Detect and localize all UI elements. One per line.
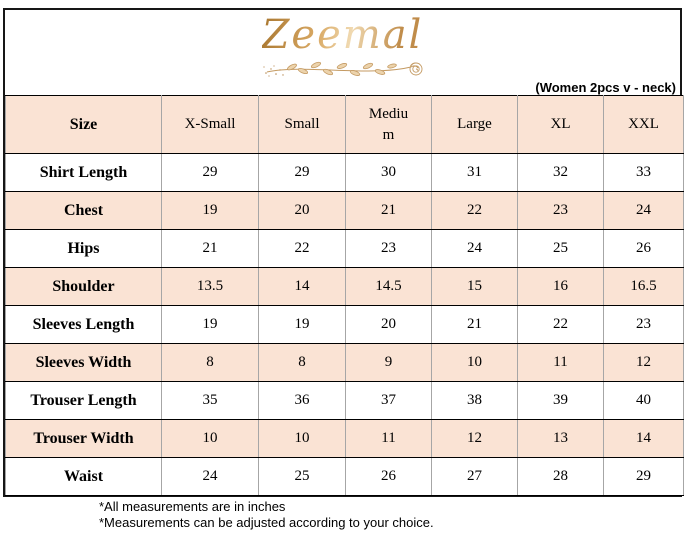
cell: 16 — [517, 267, 604, 306]
cell: 12 — [603, 343, 684, 382]
cell: 20 — [258, 191, 346, 230]
table-row: Sleeves Width 8 8 9 10 11 12 — [5, 343, 684, 382]
column-header-xl: XL — [517, 95, 604, 154]
column-header-medium-label: Medium — [368, 106, 409, 143]
cell: 36 — [258, 381, 346, 420]
cell: 26 — [345, 457, 432, 496]
size-chart-frame: Zeemal — [3, 8, 684, 497]
row-label: Hips — [5, 229, 162, 268]
cell: 19 — [258, 305, 346, 344]
cell: 24 — [431, 229, 518, 268]
cell: 10 — [431, 343, 518, 382]
cell: 19 — [161, 191, 259, 230]
cell: 22 — [431, 191, 518, 230]
row-label: Sleeves Width — [5, 343, 162, 382]
cell: 10 — [161, 419, 259, 458]
cell: 23 — [517, 191, 604, 230]
row-label: Trouser Length — [5, 381, 162, 420]
cell: 8 — [258, 343, 346, 382]
column-header-large: Large — [431, 95, 518, 154]
table-row: Hips 21 22 23 24 25 26 — [5, 229, 684, 268]
cell: 25 — [517, 229, 604, 268]
cell: 22 — [258, 229, 346, 268]
cell: 24 — [161, 457, 259, 496]
row-label: Shirt Length — [5, 153, 162, 192]
row-label: Sleeves Length — [5, 305, 162, 344]
cell: 19 — [161, 305, 259, 344]
cell: 37 — [345, 381, 432, 420]
chart-subtitle: (Women 2pcs v - neck) — [535, 80, 676, 95]
table-row: Shoulder 13.5 14 14.5 15 16 16.5 — [5, 267, 684, 306]
row-label: Chest — [5, 191, 162, 230]
floral-branch-icon — [262, 61, 422, 77]
table-row: Trouser Width 10 10 11 12 13 14 — [5, 419, 684, 458]
cell: 32 — [517, 153, 604, 192]
cell: 26 — [603, 229, 684, 268]
header-row: Size X-Small Small Medium Large XL XXL — [5, 95, 684, 154]
cell: 14 — [258, 267, 346, 306]
row-label: Waist — [5, 457, 162, 496]
cell: 10 — [258, 419, 346, 458]
cell: 25 — [258, 457, 346, 496]
cell: 28 — [517, 457, 604, 496]
footnotes: *All measurements are in inches *Measure… — [99, 499, 434, 531]
brand-logo: Zeemal — [261, 12, 424, 58]
table-row: Waist 24 25 26 27 28 29 — [5, 457, 684, 496]
cell: 14 — [603, 419, 684, 458]
size-chart-table: Size X-Small Small Medium Large XL XXL S… — [5, 95, 684, 496]
column-header-size: Size — [5, 95, 162, 154]
cell: 38 — [431, 381, 518, 420]
cell: 13.5 — [161, 267, 259, 306]
cell: 15 — [431, 267, 518, 306]
cell: 11 — [517, 343, 604, 382]
column-header-small: Small — [258, 95, 346, 154]
table-row: Trouser Length 35 36 37 38 39 40 — [5, 381, 684, 420]
cell: 8 — [161, 343, 259, 382]
cell: 9 — [345, 343, 432, 382]
cell: 29 — [603, 457, 684, 496]
column-header-xsmall: X-Small — [161, 95, 259, 154]
cell: 39 — [517, 381, 604, 420]
cell: 23 — [345, 229, 432, 268]
column-header-medium: Medium — [345, 95, 432, 154]
logo-area: Zeemal — [5, 10, 680, 95]
cell: 11 — [345, 419, 432, 458]
cell: 23 — [603, 305, 684, 344]
cell: 21 — [161, 229, 259, 268]
cell: 12 — [431, 419, 518, 458]
footnote-adjustable: *Measurements can be adjusted according … — [99, 515, 434, 530]
cell: 40 — [603, 381, 684, 420]
table-row: Shirt Length 29 29 30 31 32 33 — [5, 153, 684, 192]
cell: 33 — [603, 153, 684, 192]
table-row: Sleeves Length 19 19 20 21 22 23 — [5, 305, 684, 344]
cell: 13 — [517, 419, 604, 458]
row-label: Trouser Width — [5, 419, 162, 458]
row-label: Shoulder — [5, 267, 162, 306]
cell: 30 — [345, 153, 432, 192]
cell: 31 — [431, 153, 518, 192]
column-header-xxl: XXL — [603, 95, 684, 154]
cell: 20 — [345, 305, 432, 344]
cell: 24 — [603, 191, 684, 230]
cell: 16.5 — [603, 267, 684, 306]
footnote-inches: *All measurements are in inches — [99, 499, 286, 514]
cell: 35 — [161, 381, 259, 420]
cell: 21 — [345, 191, 432, 230]
cell: 22 — [517, 305, 604, 344]
cell: 27 — [431, 457, 518, 496]
table-row: Chest 19 20 21 22 23 24 — [5, 191, 684, 230]
cell: 14.5 — [345, 267, 432, 306]
cell: 29 — [161, 153, 259, 192]
cell: 21 — [431, 305, 518, 344]
cell: 29 — [258, 153, 346, 192]
